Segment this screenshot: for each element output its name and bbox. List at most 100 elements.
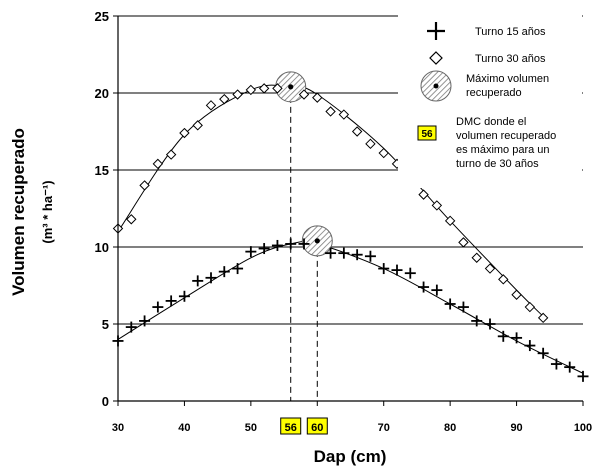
point-turno15-5 [178, 290, 190, 302]
point-turno15-27 [484, 318, 496, 330]
point-turno30-3 [152, 158, 164, 170]
point-turno15-6 [192, 275, 204, 287]
point-turno30-25 [458, 237, 469, 248]
point-turno30-6 [192, 120, 203, 131]
dmc-badge-60-label: 60 [311, 422, 323, 434]
point-turno30-4 [165, 149, 177, 160]
x-tick-label-50: 50 [245, 422, 257, 434]
x-tick-label-100: 100 [574, 422, 592, 434]
point-turno15-1 [125, 321, 137, 333]
maximum-dot-56 [288, 84, 294, 90]
point-turno15-25 [457, 301, 469, 313]
point-turno15-31 [537, 347, 549, 359]
y-axis-title: Volumen recuperado [9, 128, 28, 296]
dmc-badge-56: 56 [280, 417, 302, 435]
legend-diamond-marker [429, 51, 443, 65]
point-turno15-20 [391, 264, 403, 276]
point-turno15-2 [139, 315, 151, 327]
point-turno30-15 [325, 106, 336, 117]
point-turno15-21 [404, 267, 416, 279]
y-tick-label-10: 10 [95, 240, 109, 255]
point-turno15-12 [271, 239, 283, 251]
x-tick-label-80: 80 [444, 422, 456, 434]
point-turno30-11 [258, 83, 270, 94]
point-turno15-22 [418, 281, 430, 293]
point-turno30-1 [126, 214, 137, 225]
trend-curve-turno15 [117, 240, 584, 374]
dmc-guides [290, 86, 318, 401]
point-turno30-2 [139, 180, 150, 191]
point-turno30-16 [338, 109, 350, 120]
point-turno15-30 [524, 340, 536, 352]
point-turno15-29 [511, 332, 523, 344]
legend-label-turno30: Turno 30 años [475, 53, 546, 65]
legend: Turno 15 años Turno 30 años Máximo volum… [398, 12, 582, 188]
point-turno30-29 [511, 289, 522, 300]
y-axis-unit: (m³ * ha⁻¹) [40, 180, 55, 243]
legend-item-turno15: Turno 15 años [427, 22, 546, 40]
point-turno15-28 [497, 330, 509, 342]
point-turno30-30 [524, 301, 536, 313]
point-turno30-5 [179, 127, 190, 139]
point-turno15-23 [431, 284, 443, 296]
y-tick-label-20: 20 [95, 86, 109, 101]
point-turno30-18 [365, 138, 376, 150]
point-turno15-24 [444, 298, 456, 310]
point-turno30-31 [537, 312, 549, 324]
point-turno15-32 [550, 358, 562, 370]
x-axis-title: Dap (cm) [314, 447, 387, 466]
point-turno15-19 [378, 263, 390, 275]
point-turno30-19 [378, 147, 389, 159]
point-turno15-14 [298, 238, 310, 250]
point-turno15-9 [232, 263, 244, 275]
legend-label-dmc-3: es máximo para un [456, 144, 550, 156]
point-turno30-17 [351, 126, 363, 137]
data-points [112, 83, 589, 382]
point-turno15-4 [165, 295, 177, 307]
point-turno30-9 [232, 89, 243, 100]
point-turno30-13 [298, 89, 310, 100]
point-turno15-8 [218, 266, 230, 278]
point-turno30-27 [484, 263, 496, 274]
legend-label-dmc-4: turno de 30 años [456, 158, 539, 170]
y-tick-label-25: 25 [95, 9, 109, 24]
y-tick-label-0: 0 [102, 394, 109, 409]
point-turno30-24 [444, 215, 456, 227]
legend-label-dmc-2: volumen recuperado [456, 130, 556, 142]
dmc-badge-56-label: 56 [285, 422, 297, 434]
maximum-dot-60 [314, 238, 320, 244]
point-turno30-8 [219, 93, 230, 105]
point-turno30-10 [245, 84, 257, 96]
point-turno15-7 [205, 272, 217, 284]
legend-label-maximo-2: recuperado [466, 87, 522, 99]
point-turno30-7 [205, 100, 217, 111]
point-turno15-15 [325, 247, 337, 259]
point-turno15-18 [364, 250, 376, 262]
legend-dmc-badge [417, 125, 437, 141]
legend-item-turno30: Turno 30 años [429, 51, 546, 65]
legend-item-dmc: 56 DMC donde el volumen recuperado es má… [417, 116, 556, 170]
axes [113, 15, 584, 406]
point-turno30-26 [471, 252, 482, 263]
point-turno15-10 [245, 246, 257, 258]
point-turno30-12 [272, 83, 283, 94]
point-turno15-34 [577, 370, 589, 382]
point-turno30-14 [312, 92, 323, 103]
point-turno15-17 [351, 249, 363, 261]
legend-plus-marker [427, 22, 445, 40]
point-turno30-22 [418, 189, 429, 200]
y-tick-label-5: 5 [102, 317, 109, 332]
point-turno15-11 [258, 243, 270, 255]
point-turno30-28 [498, 274, 509, 285]
legend-label-maximo-1: Máximo volumen [466, 73, 549, 85]
point-turno15-16 [338, 247, 350, 259]
x-tick-label-90: 90 [510, 422, 522, 434]
legend-label-turno15: Turno 15 años [475, 26, 546, 38]
legend-dmc-badge-label: 56 [421, 129, 433, 140]
x-tick-label-70: 70 [378, 422, 390, 434]
point-turno30-23 [431, 200, 443, 211]
legend-item-maximo: Máximo volumen recuperado [420, 70, 549, 102]
y-tick-label-15: 15 [95, 163, 109, 178]
point-turno15-26 [471, 315, 483, 327]
